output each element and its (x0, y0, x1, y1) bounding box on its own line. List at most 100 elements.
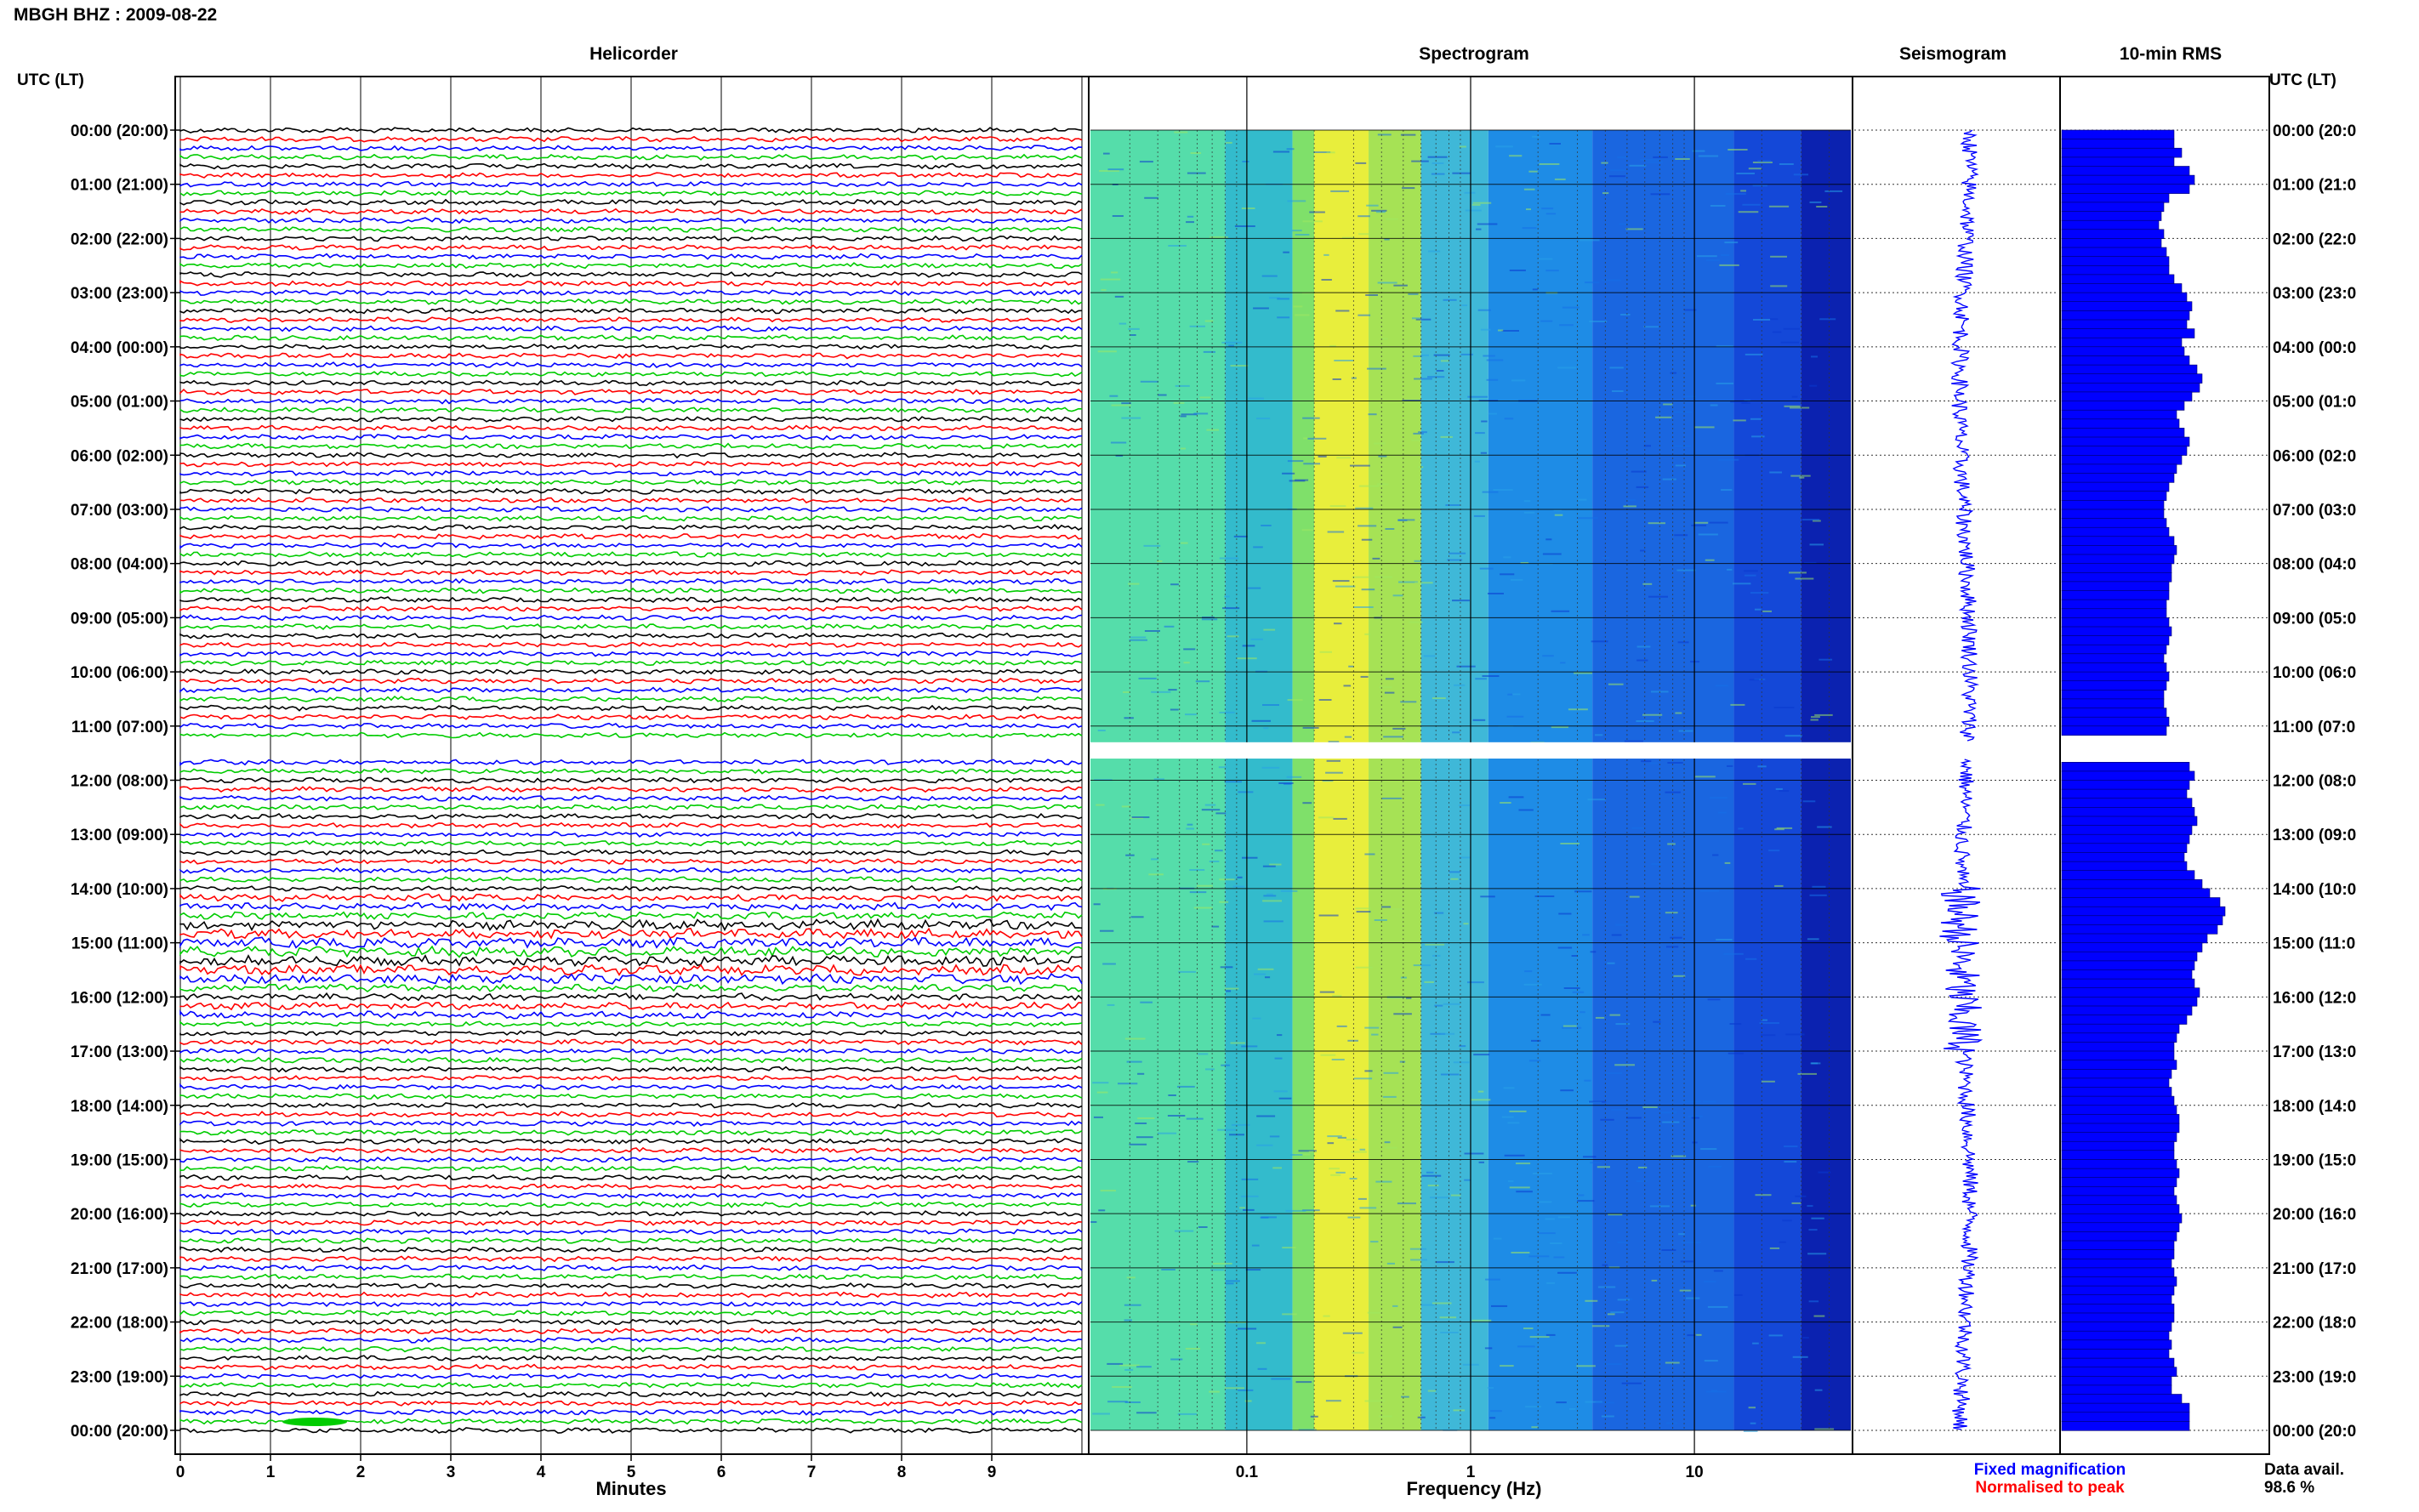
rms-bar (2061, 1114, 2180, 1124)
spectrogram-speckle (1740, 190, 1746, 192)
spectrogram-speckle (1483, 355, 1495, 357)
rms-bar (2061, 698, 2165, 709)
spectrogram-speckle (1799, 476, 1805, 479)
spectrogram-speckle (1107, 1401, 1128, 1403)
spectrogram-speckle (1690, 1204, 1696, 1207)
spectrogram-speckle (1124, 717, 1134, 719)
spectrogram-speckle (1364, 1026, 1380, 1029)
rms-bar (2061, 301, 2193, 311)
helicorder-trace-line (179, 460, 1083, 468)
spectrogram-speckle (1490, 1410, 1502, 1413)
spectrogram-speckle (1662, 1121, 1680, 1123)
spectrogram-speckle (1269, 863, 1282, 866)
rms-bar (2061, 1123, 2180, 1134)
spectrogram-speckle (1308, 1151, 1317, 1153)
spectrogram-speckle (1809, 543, 1824, 546)
helicorder-trace-line (179, 198, 1083, 207)
spectrogram-speckle (1812, 885, 1826, 888)
spectrogram-speckle (1511, 1252, 1530, 1253)
rms-bar (2061, 960, 2195, 971)
spectrogram-speckle (1097, 350, 1117, 353)
rms-bar (2061, 761, 2190, 772)
helicorder-trace-line (179, 334, 1082, 342)
spectrogram-speckle (1569, 1407, 1576, 1410)
spectrogram-speckle (1355, 907, 1371, 910)
minutes-tick-label: 3 (447, 1464, 456, 1481)
spectrogram-speckle (1682, 1100, 1701, 1103)
helicorder-trace-line (179, 1282, 1083, 1289)
rms-bar (2061, 418, 2180, 429)
spectrogram-speckle (1335, 585, 1356, 588)
spectrogram-speckle (1754, 678, 1766, 680)
spectrogram-speckle (1591, 1325, 1610, 1327)
spectrogram-speckle (1361, 538, 1373, 541)
spectrogram-speckle (1357, 215, 1370, 218)
spectrogram-speckle (1463, 923, 1469, 925)
spectrogram-speckle (1272, 151, 1289, 153)
spectrogram-speckle (1266, 893, 1273, 895)
spectrogram-speckle (1382, 1095, 1397, 1098)
spectrogram-speckle (1173, 401, 1185, 404)
spectrogram-speckle (1452, 731, 1460, 734)
spectrogram-speckle (1625, 1117, 1642, 1119)
helicorder-trace-line (179, 325, 1083, 333)
time-tick-label-left: 14:00 (10:00) (71, 881, 168, 899)
spectrogram-speckle (1118, 1083, 1138, 1085)
spectrogram-speckle (1221, 1064, 1230, 1066)
spectrogram-speckle (1322, 780, 1334, 782)
spectrogram-speckle (1450, 878, 1459, 880)
spectrogram-speckle (1642, 713, 1663, 716)
spectrogram-speckle (1187, 172, 1206, 174)
spectrogram-speckle (1545, 1218, 1555, 1220)
spectrogram-speckle (1729, 1023, 1742, 1025)
spectrogram-speckle (1540, 320, 1553, 322)
spectrogram-speckle (1282, 472, 1295, 475)
spectrogram-speckle (1238, 791, 1254, 793)
spectrogram-speckle (1508, 796, 1524, 799)
spectrogram-speckle (1242, 161, 1249, 162)
spectrogram-speckle (1539, 1201, 1552, 1203)
spectrogram-speckle (1585, 1401, 1602, 1403)
rms-panel (1090, 76, 2270, 1455)
time-tick-label-left: 11:00 (07:00) (71, 719, 168, 736)
spectrogram-speckle (1093, 903, 1101, 906)
spectrogram-speckle (1201, 618, 1218, 621)
spectrogram-speckle (1193, 907, 1213, 909)
spectrogram-speckle (1608, 1214, 1623, 1216)
time-tick-label-right: 04:00 (00:0 (2273, 339, 2356, 357)
spectrogram-speckle (1531, 1039, 1541, 1042)
spectrogram-speckle (1325, 771, 1343, 774)
spectrogram-speckle (1667, 762, 1683, 764)
spectrogram-speckle (1665, 1361, 1680, 1364)
spectrogram-speckle (1224, 595, 1230, 598)
helicorder-trace-line (179, 217, 1083, 225)
spectrogram-speckle (1262, 865, 1276, 867)
spectrogram-speckle (1325, 1400, 1341, 1402)
spectrogram-speckle (1819, 318, 1836, 321)
spectrogram-speckle (1096, 1091, 1108, 1094)
helicorder-trace-line (179, 623, 1083, 630)
spectrogram-speckle (1226, 990, 1232, 992)
spectrogram-speckle (1254, 973, 1266, 975)
spectrogram-speckle (1357, 525, 1377, 527)
helicorder-trace-line (179, 686, 1083, 694)
spectrogram-speckle (1748, 168, 1762, 170)
time-tick-label-left: 20:00 (16:00) (71, 1206, 168, 1224)
rms-bar (2061, 229, 2165, 239)
spectrogram-speckle (1240, 1195, 1259, 1197)
rms-bar (2061, 1267, 2175, 1278)
spectrogram-speckle (1481, 420, 1488, 423)
minutes-axis-label: Minutes (595, 1478, 666, 1499)
rms-bar (2061, 1095, 2175, 1106)
spectrogram-speckle (1692, 150, 1705, 152)
helicorder-trace-line (179, 794, 1083, 802)
spectrogram-speckle (1585, 1299, 1598, 1302)
spectrogram-speckle (1459, 1045, 1466, 1048)
spectrogram-speckle (1629, 164, 1647, 167)
rms-bar (2061, 644, 2167, 655)
spectrogram-speckle (1186, 827, 1194, 830)
spectrogram-speckle (1774, 828, 1784, 831)
helicorder-trace-line (179, 813, 1083, 820)
spectrogram-speckle (1723, 952, 1744, 955)
spectrogram-speckle (1577, 1200, 1595, 1202)
